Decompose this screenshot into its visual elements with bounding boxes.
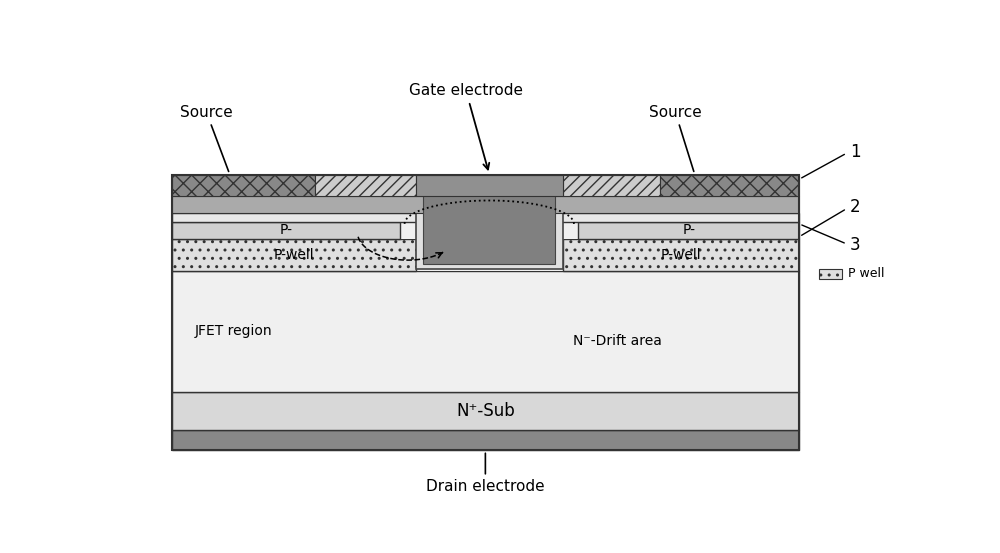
Bar [416,175,563,269]
Bar [172,271,799,392]
Bar [423,175,555,264]
Text: 3: 3 [802,225,860,254]
Text: 2: 2 [802,198,860,235]
Bar [660,175,799,196]
Bar [819,269,842,279]
Text: N⁻-Drift area: N⁻-Drift area [573,334,662,348]
Bar [416,175,563,196]
Text: P-: P- [682,223,695,237]
Text: P-: P- [279,223,292,237]
Bar [315,175,416,196]
Bar [172,213,799,222]
Bar [172,222,400,239]
Text: Source: Source [649,105,702,171]
Text: P-well: P-well [661,248,701,262]
Text: JFET region: JFET region [195,325,272,338]
Bar [172,430,799,450]
Bar [172,239,416,271]
Text: Drain electrode: Drain electrode [426,453,545,494]
Text: 1: 1 [802,143,860,178]
Bar [172,196,799,213]
Bar [416,175,563,213]
Text: N⁺-Sub: N⁺-Sub [456,402,515,420]
Bar [172,392,799,430]
Bar [400,222,416,239]
Bar [416,239,563,271]
Text: Source: Source [180,105,233,171]
Bar [563,175,660,196]
Bar [563,239,799,271]
Bar [578,222,799,239]
Text: P-well: P-well [273,248,314,262]
Bar [172,175,799,450]
Bar [172,175,315,196]
Text: P well: P well [848,268,885,280]
Bar [563,222,578,239]
Text: Gate electrode: Gate electrode [409,84,523,169]
Bar [416,222,563,239]
